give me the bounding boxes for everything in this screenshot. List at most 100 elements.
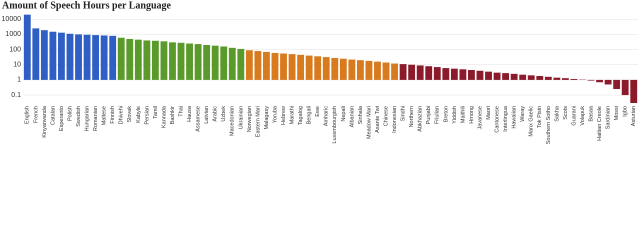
bar <box>211 45 219 80</box>
x-tick-label: Finnish <box>110 106 116 124</box>
bar <box>561 78 569 80</box>
y-tick-label: 1 <box>17 77 21 84</box>
bar <box>587 79 595 81</box>
x-tick-label: Ukrainian <box>238 106 244 129</box>
x-tick-label: Ewe <box>315 106 321 117</box>
x-tick-label: Breton <box>443 106 449 122</box>
bar <box>408 64 416 80</box>
bar <box>442 68 450 80</box>
x-tick-label: Kannada <box>161 105 167 128</box>
bar <box>40 30 48 80</box>
x-tick-label: Hebrew <box>281 106 287 125</box>
bar <box>348 59 356 80</box>
bar <box>160 41 168 80</box>
y-tick-label: 10 <box>13 62 21 69</box>
bar <box>228 47 236 80</box>
bar <box>32 28 40 80</box>
x-tick-label: Basaa <box>588 105 594 122</box>
x-tick-label: Hungarian <box>85 106 91 131</box>
x-tick-label: Tagalog <box>298 106 304 125</box>
bar <box>536 76 544 80</box>
bar <box>75 34 82 80</box>
bar <box>356 60 364 80</box>
x-tick-label: Romanian <box>93 106 99 131</box>
y-tick-label: 1000 <box>5 31 21 38</box>
x-tick-label: Kinyarwanda <box>42 105 48 138</box>
bar <box>322 57 330 80</box>
x-tick-label: Waray <box>520 106 526 122</box>
x-tick-label: Interlingua <box>503 105 509 132</box>
x-tick-label: Arabic <box>213 106 219 122</box>
x-tick-label: Cantonese <box>495 106 501 133</box>
bar <box>66 33 74 80</box>
chart: Amount of Speech Hours per Language 0.1 1… <box>2 0 638 144</box>
bar <box>143 40 151 80</box>
bar <box>476 70 484 80</box>
x-tick-label: Eastern Mari <box>255 106 261 137</box>
x-tick-label: Albanian <box>349 106 355 127</box>
y-tick-label: 100 <box>9 46 21 53</box>
bar <box>245 50 253 80</box>
y-tick-label: 0.1 <box>11 92 21 99</box>
bar <box>485 71 492 80</box>
x-tick-label: Bengali <box>307 106 313 124</box>
x-tick-label: Hmong <box>469 106 475 124</box>
bar <box>23 14 31 80</box>
x-tick-label: Sardinian <box>606 106 612 129</box>
bar <box>630 79 638 103</box>
bar <box>519 74 527 80</box>
x-tick-label: Guarani <box>571 106 577 126</box>
bar <box>49 31 57 80</box>
bar <box>186 43 193 80</box>
x-tick-label: Tamil <box>153 106 159 119</box>
bar <box>527 75 535 80</box>
bar <box>297 54 305 80</box>
bar <box>280 53 287 80</box>
x-tick-label: Hausa <box>187 105 193 122</box>
bar <box>621 79 629 96</box>
bar <box>263 51 270 80</box>
bar <box>570 78 578 80</box>
bar <box>510 73 518 80</box>
bar <box>177 42 185 80</box>
x-tick-label: Catalan <box>50 106 56 125</box>
x-tick-label: Norwegian <box>247 106 253 132</box>
x-tick-label: Sakha <box>554 105 560 122</box>
bar <box>169 42 176 80</box>
x-tick-label: Chinese <box>383 106 389 126</box>
x-tick-label: Luxembourgish <box>332 106 338 144</box>
x-tick-label: Dhivehi <box>119 106 125 124</box>
y-tick-label: 10000 <box>2 16 22 23</box>
bar <box>391 63 398 80</box>
bar <box>117 37 125 80</box>
x-tick-label: Yiddish <box>452 106 458 124</box>
bar <box>100 35 108 80</box>
bar <box>544 76 552 80</box>
x-tick-label: Abkhazian <box>418 106 424 132</box>
x-tick-label: Tok Pisin <box>537 106 543 128</box>
bar <box>237 48 245 80</box>
bar <box>450 68 458 80</box>
x-tick-label: Southern Sotho <box>546 106 552 144</box>
x-tick-label: Persian <box>144 106 150 125</box>
x-tick-label: Assamese <box>196 106 202 132</box>
x-tick-label: Maithili <box>460 106 466 123</box>
x-tick-label: Manx Gaelic <box>529 106 535 137</box>
bar <box>493 72 501 80</box>
bar <box>459 69 467 80</box>
bar <box>220 46 228 80</box>
bar <box>271 52 279 80</box>
x-tick-label: Igbo <box>623 106 629 117</box>
x-tick-label: Friulian <box>435 106 441 124</box>
bar <box>416 65 424 80</box>
x-tick-label: Kabyle <box>136 106 142 123</box>
bar <box>425 66 433 80</box>
bar <box>331 57 339 80</box>
bar <box>151 40 159 80</box>
bar <box>604 79 612 85</box>
bar <box>126 38 134 80</box>
x-tick-label: Asante Twi <box>375 106 381 133</box>
x-tick-label: Maltese <box>102 106 108 125</box>
x-tick-label: Thai <box>178 106 184 117</box>
x-tick-label: Scots <box>563 106 569 120</box>
